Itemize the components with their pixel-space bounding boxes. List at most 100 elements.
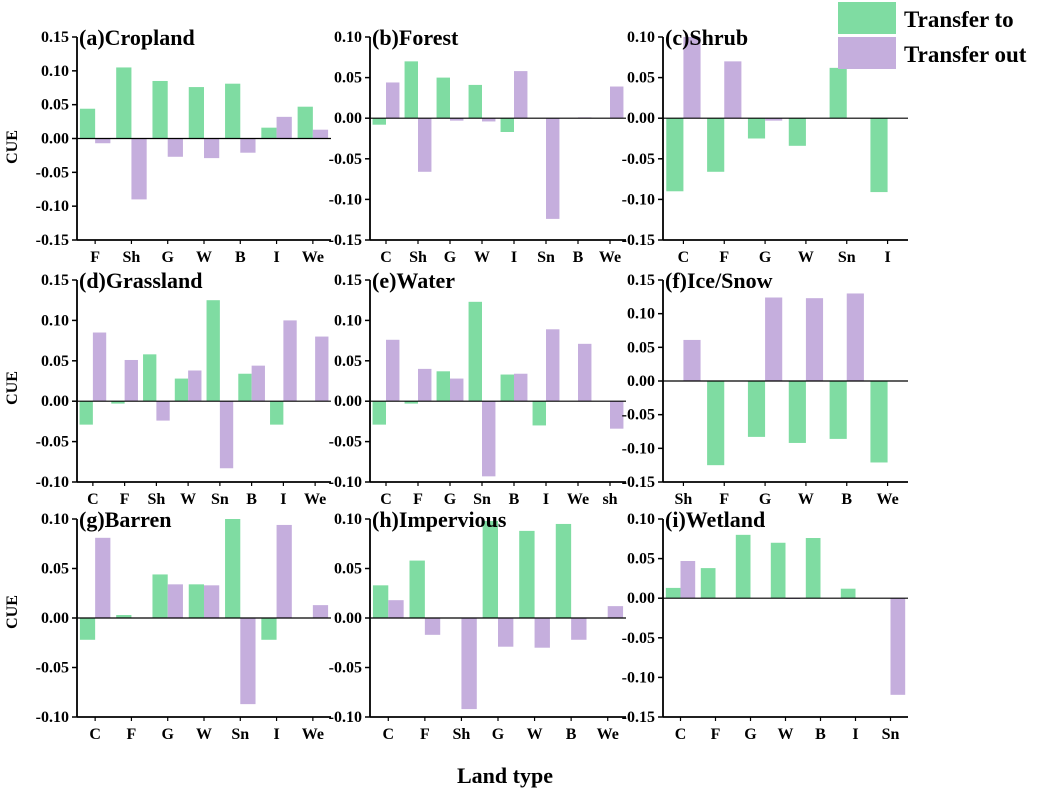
y-axis-label-row-1: CUE [4, 130, 21, 164]
panel-6-ytick-label-6: 0.15 [627, 272, 655, 289]
panel-3-bar-to-sn [829, 67, 847, 119]
panel-3-category-label-f: F [719, 249, 729, 266]
panel-5-category-label-we: We [567, 491, 589, 508]
panel-6-ytick-label-3: 0.00 [627, 373, 655, 390]
panel-1-category-label-i: I [273, 249, 279, 266]
panel-3-bar-out-f [724, 61, 742, 119]
panel-1-ytick-label-5: 0.10 [41, 63, 69, 80]
panel-1-bar-out-f [95, 138, 111, 144]
panel-9-ytick-label-5: 0.10 [627, 511, 655, 528]
panel-5-category-label-sn: Sn [473, 491, 491, 508]
panel-2-bar-out-w [482, 118, 496, 122]
panel-9-category-label-f: F [711, 726, 721, 743]
panel-6-bar-to-g [747, 381, 766, 437]
panel-8-category-label-w: W [527, 726, 543, 743]
panel-8-bar-to-g [482, 520, 498, 618]
panel-4-bar-to-c [79, 401, 93, 425]
panel-8-bar-to-f [409, 560, 425, 618]
panel-8: -0.10 -0.05 0.00 0.05 0.10 C F Sh G W B We (h)Imperv… [329, 507, 626, 743]
panel-5-bar-to-g [436, 371, 450, 402]
panel-8-ytick-label-2: 0.00 [334, 610, 362, 627]
panel-2-bar-to-sh [404, 61, 418, 119]
panel-1-bar-to-b [225, 83, 241, 139]
panel-9-title: (i)Wetland [665, 507, 765, 532]
panel-3-ytick-label-2: -0.05 [622, 151, 655, 168]
panel-1-bar-out-we [312, 129, 329, 139]
panel-4-category-label-sh: Sh [147, 491, 165, 508]
panel-9-ytick-label-0: -0.15 [622, 709, 655, 726]
panel-8-bar-to-b [555, 523, 572, 618]
panel-9-ytick-label-3: 0.00 [627, 590, 655, 607]
panel-7-bar-out-g [167, 584, 183, 618]
panel-7-category-label-f: F [127, 726, 137, 743]
panel-1-ytick-label-2: -0.05 [36, 164, 69, 181]
panel-1-bar-to-g [152, 80, 168, 139]
panel-4-ytick-label-2: 0.00 [41, 393, 69, 410]
panel-9-bar-to-b [805, 538, 821, 599]
panel-9-ytick-label-2: -0.05 [622, 630, 655, 647]
panel-3-category-label-w: W [798, 249, 814, 266]
panel-1-category-label-we: We [302, 249, 324, 266]
panel-3-category-label-i: I [884, 249, 890, 266]
panel-6-ytick-label-1: -0.10 [622, 440, 655, 457]
panel-9-bar-out-sn [890, 598, 906, 695]
panel-4-bar-out-sn [219, 401, 234, 469]
panel-4-category-label-i: I [280, 491, 286, 508]
panel-7-category-label-w: W [196, 726, 212, 743]
panel-6-bar-to-f [707, 381, 725, 466]
panel-4-category-label-c: C [87, 491, 99, 508]
panel-6-category-label-sh: Sh [675, 491, 693, 508]
panel-5-bar-out-g [450, 378, 464, 402]
panel-6-bar-to-we [870, 381, 888, 463]
panel-3: -0.15 -0.10 -0.05 0.00 0.05 0.10 C F G W Sn I (c)Shr… [622, 25, 908, 266]
panel-4-ytick-label-1: -0.05 [36, 434, 69, 451]
panel-6-bar-out-sh [683, 339, 701, 381]
panel-8-category-label-sh: Sh [453, 726, 471, 743]
panel-4-bar-out-f [124, 359, 138, 402]
panel-4-category-label-w: W [180, 491, 196, 508]
panel-5-title: (e)Water [372, 268, 455, 293]
panel-7-bar-to-c [79, 618, 96, 640]
panel-3-category-label-c: C [678, 249, 690, 266]
panel-8-bar-out-w [534, 618, 550, 648]
panel-4-ytick-label-5: 0.15 [41, 272, 69, 289]
panel-4-bar-out-c [92, 332, 107, 402]
panel-2-category-label-w: W [474, 249, 490, 266]
panel-6-category-label-b: B [841, 491, 852, 508]
panel-1-category-label-sh: Sh [123, 249, 141, 266]
panel-9-bar-to-i [840, 588, 856, 599]
panel-1-category-label-f: F [90, 249, 100, 266]
panel-9-category-label-c: C [675, 726, 687, 743]
panel-6-category-label-w: W [798, 491, 814, 508]
panel-7-bar-to-w [188, 584, 204, 618]
panel-2-ytick-label-4: 0.05 [334, 70, 362, 87]
panel-8-category-label-c: C [383, 726, 395, 743]
y-axis-label-row-2: CUE [4, 371, 21, 405]
panel-3-bar-out-c [683, 37, 701, 119]
panel-7-category-label-g: G [161, 726, 174, 743]
legend: Transfer to Transfer out [838, 2, 1027, 69]
panel-9-ytick-label-4: 0.05 [627, 551, 655, 568]
y-axis-label-row-3: CUE [4, 595, 21, 629]
panel-8-category-label-b: B [566, 726, 577, 743]
panel-2-bar-to-w [468, 84, 482, 119]
panel-4-category-label-b: B [246, 491, 257, 508]
panel-8-bar-out-c [388, 600, 404, 618]
panel-8-title: (h)Impervious [372, 507, 507, 532]
panel-9-bar-to-f [700, 568, 716, 599]
panel-2-category-label-sn: Sn [537, 249, 555, 266]
panel-7-bar-out-w [204, 585, 220, 618]
panel-2-category-label-i: I [511, 249, 517, 266]
panel-8-bar-out-we [607, 606, 624, 618]
panel-7-bar-to-g [152, 574, 168, 618]
panel-5-ytick-label-0: -0.10 [329, 474, 362, 491]
panel-3-ytick-label-3: 0.00 [627, 110, 655, 127]
panel-6-category-label-g: G [759, 491, 772, 508]
panel-2-ytick-label-2: -0.05 [329, 151, 362, 168]
panel-6-bar-out-g [765, 297, 783, 381]
panel-4-bar-out-we [315, 336, 329, 402]
panel-1-bar-out-b [240, 138, 256, 153]
panel-2-bar-out-i [514, 71, 528, 119]
panel-7-ytick-label-0: -0.10 [36, 709, 69, 726]
